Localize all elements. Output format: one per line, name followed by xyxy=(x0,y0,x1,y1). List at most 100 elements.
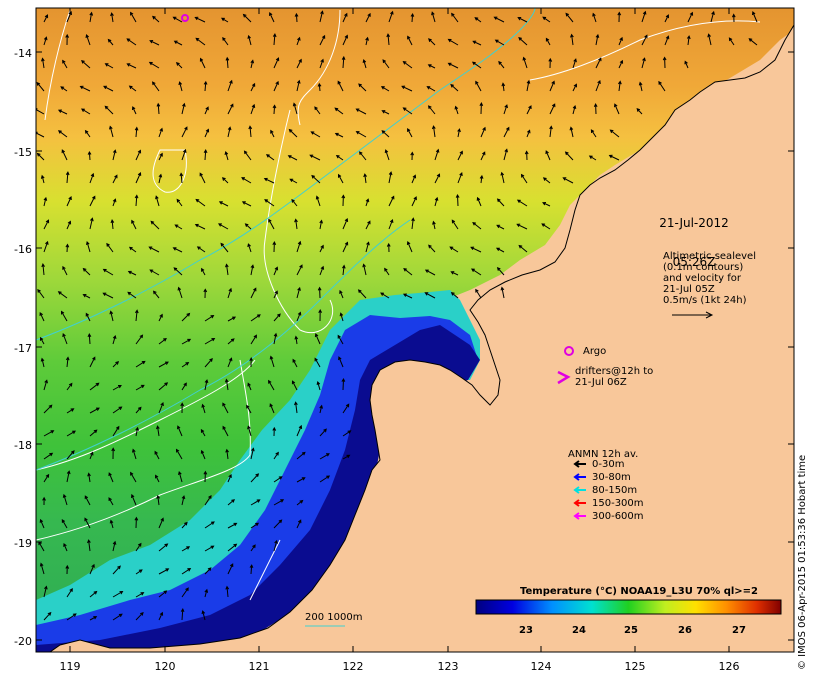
velocity-arrow xyxy=(135,384,145,391)
velocity-arrow xyxy=(296,58,302,69)
velocity-arrow xyxy=(526,129,531,138)
velocity-arrow xyxy=(549,103,556,115)
velocity-arrow xyxy=(180,608,185,621)
velocity-arrow xyxy=(457,171,463,184)
velocity-arrow xyxy=(204,337,216,345)
velocity-arrow xyxy=(288,128,298,138)
velocity-arrow xyxy=(57,291,68,299)
velocity-arrow xyxy=(131,493,137,506)
velocity-arrow xyxy=(402,107,413,115)
velocity-arrow xyxy=(66,430,76,437)
velocity-arrow xyxy=(455,193,460,207)
velocity-arrow xyxy=(39,311,45,322)
velocity-arrow xyxy=(246,404,252,414)
velocity-arrow xyxy=(199,172,206,184)
coastline xyxy=(49,24,794,652)
velocity-arrow xyxy=(110,219,115,230)
x-tick: 121 xyxy=(248,660,270,673)
velocity-arrow xyxy=(224,151,229,161)
velocity-arrow xyxy=(362,263,367,276)
velocity-arrow xyxy=(66,450,75,460)
velocity-arrow xyxy=(250,287,257,299)
velocity-arrow xyxy=(112,590,124,598)
velocity-scale-arrow xyxy=(672,311,714,319)
velocity-arrow xyxy=(134,309,139,322)
velocity-arrow xyxy=(204,106,209,115)
velocity-arrow xyxy=(428,38,436,46)
velocity-arrow xyxy=(158,543,169,552)
velocity-arrow xyxy=(273,451,279,460)
velocity-arrow xyxy=(134,126,139,138)
velocity-arrow xyxy=(247,243,252,253)
velocity-arrow xyxy=(204,315,215,322)
y-tick: -16 xyxy=(14,243,32,256)
velocity-arrow xyxy=(434,173,441,184)
velocity-arrow xyxy=(310,131,321,138)
velocity-arrow xyxy=(250,82,256,92)
velocity-arrow xyxy=(112,385,122,391)
velocity-arrow xyxy=(520,173,528,184)
velocity-arrow xyxy=(314,357,321,368)
velocity-arrow xyxy=(363,173,367,184)
velocity-arrow xyxy=(503,104,508,115)
velocity-arrow xyxy=(201,610,206,621)
velocity-arrow xyxy=(638,81,643,92)
velocity-arrow xyxy=(87,539,91,552)
velocity-arrow xyxy=(62,59,68,69)
velocity-arrow xyxy=(225,263,229,276)
velocity-arrow xyxy=(203,470,208,483)
velocity-arrow xyxy=(172,16,183,23)
velocity-arrow xyxy=(296,240,302,253)
velocity-arrow xyxy=(264,199,275,207)
velocity-arrow xyxy=(39,562,45,575)
velocity-arrow xyxy=(85,312,91,322)
velocity-arrow xyxy=(339,289,344,299)
velocity-arrow xyxy=(388,219,394,230)
velocity-arrow xyxy=(269,11,275,23)
velocity-arrow xyxy=(220,242,229,253)
velocity-arrow xyxy=(402,60,413,69)
velocity-arrow xyxy=(36,81,45,92)
velocity-arrow xyxy=(135,172,142,184)
velocity-arrow xyxy=(495,247,505,253)
anmn-legend-item: 30-80m xyxy=(592,472,631,483)
velocity-arrow xyxy=(204,358,213,368)
velocity-arrow xyxy=(341,194,346,207)
velocity-arrow xyxy=(134,194,139,207)
velocity-arrow xyxy=(358,83,367,92)
velocity-arrow xyxy=(227,79,233,92)
velocity-arrow xyxy=(309,154,321,161)
velocity-arrow xyxy=(428,244,436,253)
velocity-arrow xyxy=(221,17,229,23)
velocity-arrow xyxy=(498,60,505,69)
velocity-arrow xyxy=(158,337,167,345)
velocity-arrow xyxy=(62,333,68,345)
velocity-arrow xyxy=(457,150,463,161)
velocity-arrow xyxy=(249,564,254,575)
velocity-arrow xyxy=(471,61,482,69)
y-tick: -17 xyxy=(14,342,32,355)
velocity-arrow xyxy=(664,14,669,23)
velocity-arrow xyxy=(89,590,98,598)
velocity-arrow xyxy=(217,223,229,230)
velocity-arrow xyxy=(542,202,551,207)
velocity-arrow xyxy=(710,10,715,23)
velocity-arrow xyxy=(401,85,413,92)
velocity-arrow xyxy=(381,110,390,115)
velocity-arrow xyxy=(476,196,482,207)
velocity-arrow xyxy=(84,129,91,138)
velocity-arrow xyxy=(291,380,298,391)
velocity-arrow xyxy=(500,286,505,299)
velocity-arrow xyxy=(273,266,279,276)
velocity-arrow xyxy=(222,425,229,437)
velocity-arrow xyxy=(41,263,46,276)
velocity-arrow xyxy=(296,451,306,460)
velocity-arrow xyxy=(273,332,278,345)
x-tick: 120 xyxy=(154,660,176,673)
velocity-arrow xyxy=(572,58,577,69)
velocity-arrow xyxy=(296,424,303,437)
velocity-arrow xyxy=(43,196,48,207)
velocity-arrow xyxy=(135,592,145,598)
velocity-arrow xyxy=(516,223,528,230)
velocity-arrow xyxy=(158,173,163,184)
